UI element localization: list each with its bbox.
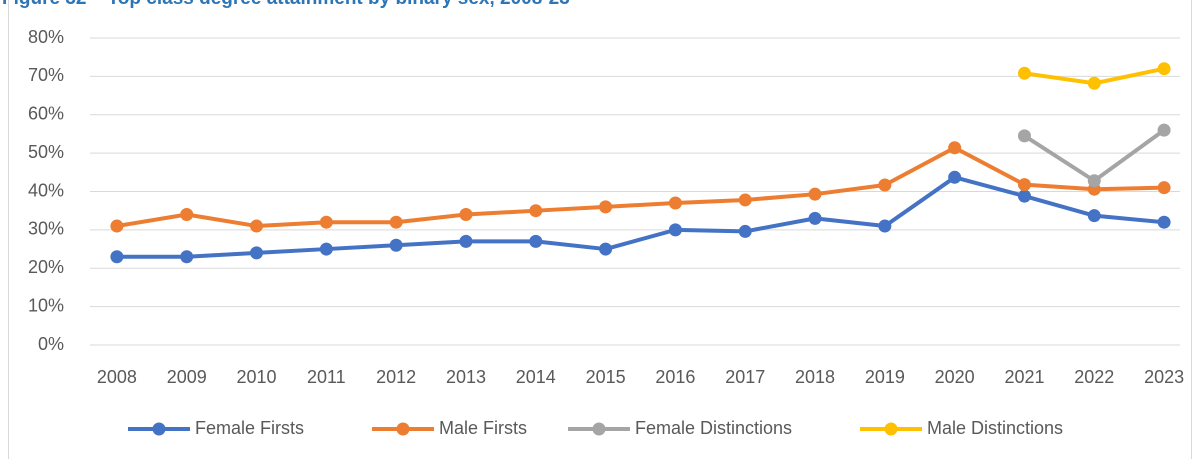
data-point <box>1157 62 1171 76</box>
data-point <box>948 170 962 184</box>
x-tick-label: 2009 <box>167 367 207 387</box>
y-tick-label: 70% <box>28 65 64 85</box>
data-point <box>599 242 613 256</box>
data-point <box>180 208 194 222</box>
x-tick-label: 2020 <box>935 367 975 387</box>
y-tick-label: 0% <box>38 334 64 354</box>
data-point <box>180 250 194 264</box>
data-point <box>1017 189 1031 203</box>
data-point <box>878 219 892 233</box>
data-point <box>599 200 613 214</box>
data-point <box>459 208 473 222</box>
data-point <box>948 141 962 155</box>
legend-marker <box>396 422 410 436</box>
data-point <box>1087 76 1101 90</box>
data-point <box>738 224 752 238</box>
data-point <box>1017 178 1031 192</box>
x-tick-label: 2019 <box>865 367 905 387</box>
data-point <box>250 246 264 260</box>
y-tick-label: 20% <box>28 257 64 277</box>
data-point <box>110 250 124 264</box>
legend-label: Female Firsts <box>195 418 304 438</box>
x-tick-label: 2018 <box>795 367 835 387</box>
legend-label: Male Distinctions <box>927 418 1063 438</box>
x-tick-label: 2012 <box>376 367 416 387</box>
data-point <box>319 242 333 256</box>
legend-marker <box>592 422 606 436</box>
legend-marker <box>152 422 166 436</box>
data-point <box>1157 181 1171 195</box>
series-line <box>116 175 1165 259</box>
data-point <box>1157 123 1171 137</box>
x-tick-label: 2011 <box>307 367 346 387</box>
x-tick-label: 2017 <box>725 367 765 387</box>
data-point <box>459 234 473 248</box>
x-tick-label: 2014 <box>516 367 556 387</box>
y-tick-label: 30% <box>28 219 64 239</box>
data-point <box>668 223 682 237</box>
data-point <box>389 215 403 229</box>
data-point <box>808 211 822 225</box>
data-point <box>668 196 682 210</box>
data-point <box>529 204 543 218</box>
x-tick-label: 2013 <box>446 367 486 387</box>
data-point <box>1087 209 1101 223</box>
data-point <box>110 219 124 233</box>
x-tick-label: 2015 <box>586 367 626 387</box>
data-point <box>808 187 822 201</box>
data-point <box>1017 129 1031 143</box>
y-tick-label: 50% <box>28 142 64 162</box>
x-tick-label: 2021 <box>1004 367 1044 387</box>
data-point <box>1087 174 1101 188</box>
data-point <box>1157 215 1171 229</box>
x-tick-label: 2016 <box>655 367 695 387</box>
y-tick-label: 40% <box>28 180 64 200</box>
data-point <box>738 193 752 207</box>
x-tick-label: 2010 <box>237 367 277 387</box>
data-point <box>529 234 543 248</box>
y-tick-label: 80% <box>28 27 64 47</box>
legend-label: Female Distinctions <box>635 418 792 438</box>
series-line <box>116 145 1165 229</box>
data-point <box>878 178 892 192</box>
x-tick-label: 2023 <box>1144 367 1184 387</box>
data-point <box>389 238 403 252</box>
data-point <box>1017 66 1031 80</box>
y-tick-label: 10% <box>28 295 64 315</box>
x-tick-label: 2008 <box>97 367 137 387</box>
data-point <box>319 215 333 229</box>
x-tick-label: 2022 <box>1074 367 1114 387</box>
chart-title: Figure 32 – Top class degree attainment … <box>2 0 570 9</box>
legend-marker <box>884 422 898 436</box>
data-point <box>250 219 264 233</box>
legend-label: Male Firsts <box>439 418 527 438</box>
y-tick-label: 60% <box>28 104 64 124</box>
